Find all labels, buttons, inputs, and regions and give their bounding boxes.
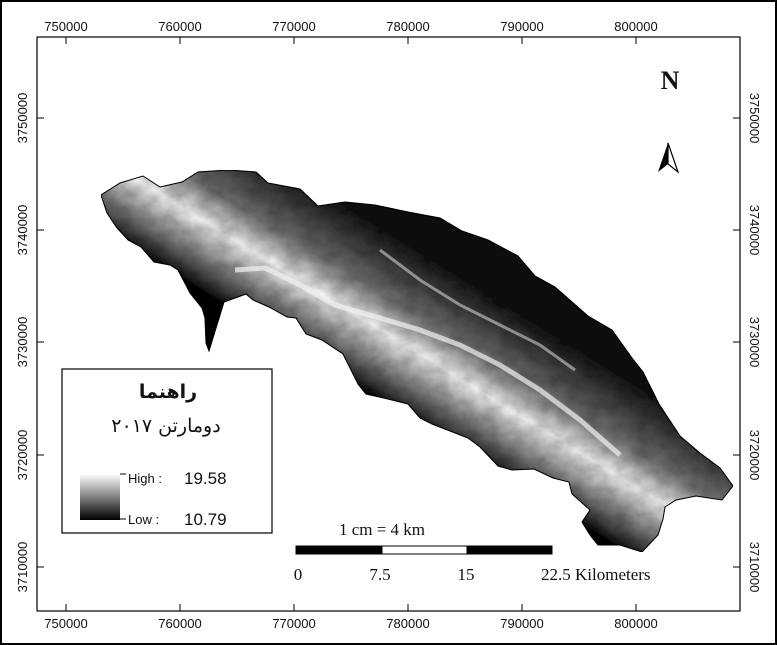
- x-tick-label: 760000: [158, 19, 201, 34]
- x-tick-label: 780000: [386, 19, 429, 34]
- x-tick-label: 770000: [272, 616, 315, 631]
- y-tick-label: 3730000: [747, 317, 762, 368]
- x-tick-label: 800000: [614, 616, 657, 631]
- x-tick-label: 780000: [386, 616, 429, 631]
- x-tick-label: 750000: [44, 616, 87, 631]
- y-tick-label: 3740000: [747, 205, 762, 256]
- legend-low-label: Low :: [128, 512, 159, 527]
- y-axis-labels-left: 3750000 3740000 3730000 3720000 3710000: [15, 93, 30, 593]
- scale-segment: [381, 545, 468, 555]
- legend-high-label: High :: [128, 471, 162, 486]
- y-tick-label: 3720000: [15, 430, 30, 481]
- x-tick-label: 800000: [614, 19, 657, 34]
- axis-ticks: [37, 37, 740, 611]
- ridge-highlight: [234, 265, 622, 457]
- y-tick-label: 3710000: [747, 542, 762, 593]
- scale-bar: 1 cm = 4 km 0 7.5 15 22.5 Kilometers: [294, 520, 651, 584]
- x-tick-label: 760000: [158, 616, 201, 631]
- scale-segment: [295, 545, 383, 555]
- scale-label: 15: [458, 565, 475, 584]
- y-tick-label: 3740000: [15, 205, 30, 256]
- north-arrow-icon: [658, 142, 680, 174]
- terrain-raster: [100, 169, 734, 553]
- y-tick-label: 3710000: [15, 542, 30, 593]
- x-tick-label: 790000: [500, 19, 543, 34]
- y-tick-label: 3750000: [747, 93, 762, 144]
- x-tick-label: 770000: [272, 19, 315, 34]
- legend-low-value: 10.79: [184, 510, 227, 529]
- x-axis-labels-top: 750000 760000 770000 780000 790000 80000…: [44, 19, 657, 34]
- y-tick-label: 3750000: [15, 93, 30, 144]
- legend-gradient-ramp: [80, 474, 120, 520]
- north-label: N: [661, 66, 680, 95]
- legend-high-value: 19.58: [184, 469, 227, 488]
- x-tick-label: 790000: [500, 616, 543, 631]
- legend: راهنما دومارتن ۲۰۱۷ High : 19.58 Low : 1…: [61, 368, 273, 534]
- y-tick-label: 3730000: [15, 317, 30, 368]
- y-axis-labels-right: 3750000 3740000 3730000 3720000 3710000: [747, 93, 762, 593]
- legend-subtitle: دومارتن ۲۰۱۷: [111, 415, 220, 437]
- study-area-polygon: [100, 169, 734, 553]
- scale-segment: [466, 545, 553, 555]
- legend-title: راهنما: [139, 381, 197, 403]
- x-axis-labels-bottom: 750000 760000 770000 780000 790000 80000…: [44, 616, 657, 631]
- scale-label-end: 22.5 Kilometers: [541, 565, 651, 584]
- ridge-highlight-secondary: [379, 248, 576, 372]
- scale-label: 7.5: [369, 565, 390, 584]
- x-tick-label: 750000: [44, 19, 87, 34]
- scale-label: 0: [294, 565, 303, 584]
- scale-ratio: 1 cm = 4 km: [339, 520, 425, 539]
- y-tick-label: 3720000: [747, 430, 762, 481]
